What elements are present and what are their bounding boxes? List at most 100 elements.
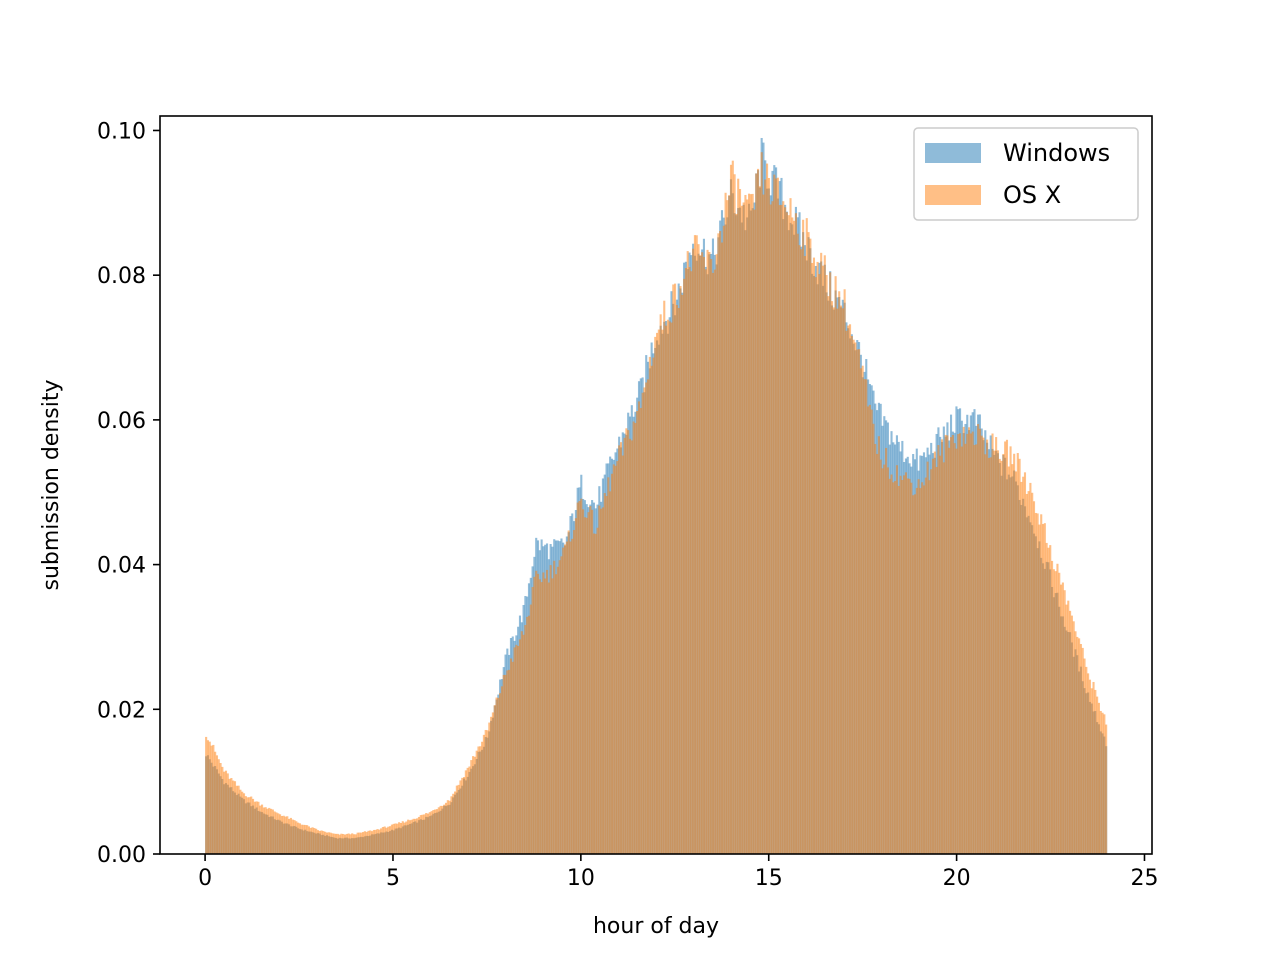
histogram-bar — [955, 448, 958, 854]
histogram-bar — [823, 255, 826, 855]
histogram-bar — [913, 494, 917, 854]
histogram-bar — [973, 445, 976, 854]
histogram-bar — [841, 308, 844, 854]
histogram-bar — [977, 424, 980, 854]
histogram-bar — [1085, 666, 1088, 854]
histogram-bar — [262, 807, 265, 854]
histogram-bar — [656, 332, 659, 854]
histogram-bar — [755, 173, 758, 855]
x-tick-label: 25 — [1130, 866, 1158, 891]
histogram-bar — [986, 439, 989, 854]
histogram-bar — [646, 379, 650, 854]
histogram-bar — [659, 314, 662, 854]
y-tick-label: 0.08 — [97, 264, 146, 289]
histogram-bar — [356, 832, 359, 854]
histogram-bar — [1099, 710, 1102, 854]
histogram-bar — [901, 479, 904, 854]
histogram-bar — [547, 582, 550, 854]
histogram-bar — [966, 433, 969, 854]
histogram-bar — [839, 305, 843, 855]
histogram-bar — [340, 833, 343, 854]
histogram-bar — [381, 827, 384, 854]
histogram-bar — [861, 365, 864, 854]
histogram-bar — [551, 578, 554, 854]
histogram-bar — [971, 431, 974, 854]
histogram-bar — [297, 822, 300, 854]
histogram-bar — [1013, 453, 1016, 854]
histogram-bar — [643, 387, 646, 854]
histogram-bar — [437, 807, 440, 854]
histogram-bar — [845, 330, 848, 854]
histogram-bar — [838, 291, 841, 854]
histogram-bar — [1029, 482, 1032, 854]
histogram-bar — [232, 780, 235, 854]
histogram-bar — [872, 423, 875, 854]
histogram-bar — [524, 625, 527, 854]
histogram-bar — [362, 832, 365, 854]
histogram-bar — [868, 404, 871, 854]
histogram-bar — [472, 756, 475, 854]
histogram-bar — [349, 834, 352, 854]
histogram-bar — [495, 697, 498, 854]
histogram-bar — [975, 444, 978, 854]
histogram-bar — [1072, 621, 1075, 854]
histogram-bars — [205, 137, 1108, 855]
histogram-bar — [327, 832, 330, 854]
histogram-bar — [782, 201, 785, 854]
histogram-bar — [948, 447, 951, 854]
legend-swatch-windows — [925, 143, 981, 163]
histogram-bar — [1103, 714, 1106, 854]
histogram-bar — [390, 824, 393, 854]
histogram-bar — [392, 823, 395, 854]
histogram-bar — [964, 443, 967, 854]
histogram-bar — [645, 382, 648, 854]
histogram-bar — [603, 493, 606, 854]
histogram-bar — [757, 168, 760, 854]
histogram-bar — [518, 639, 522, 854]
y-tick-label: 0.02 — [97, 698, 146, 723]
histogram-bar — [441, 805, 444, 854]
histogram-bar — [298, 823, 301, 854]
histogram-bar — [995, 437, 998, 854]
histogram-bar — [715, 254, 718, 854]
histogram-bar — [787, 215, 790, 854]
histogram-bar — [315, 828, 318, 854]
histogram-bar — [729, 164, 733, 854]
histogram-bar — [338, 834, 341, 854]
histogram-bar — [854, 342, 857, 854]
histogram-bar — [762, 194, 765, 854]
histogram-bar — [307, 826, 310, 854]
histogram-bar — [711, 272, 715, 854]
histogram-bar — [666, 319, 669, 855]
histogram-bar — [230, 778, 233, 854]
histogram-bar — [692, 248, 695, 854]
histogram-bar — [371, 831, 374, 854]
histogram-bar — [531, 587, 534, 854]
histogram-bar — [208, 741, 211, 854]
histogram-bar — [634, 422, 637, 854]
histogram-bar — [1011, 464, 1014, 854]
histogram-bar — [865, 379, 868, 854]
histogram-bar — [1047, 547, 1050, 854]
histogram-bar — [426, 813, 430, 854]
histogram-bar — [517, 645, 520, 854]
histogram-bar — [342, 833, 345, 854]
histogram-bar — [699, 255, 702, 855]
histogram-bar — [820, 252, 823, 854]
histogram-bar — [578, 501, 581, 854]
histogram-bar — [870, 409, 873, 854]
histogram-bar — [735, 213, 738, 854]
histogram-bar — [587, 512, 590, 854]
histogram-bar — [991, 433, 994, 854]
histogram-bar — [473, 756, 476, 854]
histogram-bar — [740, 205, 743, 854]
histogram-bar — [1088, 679, 1091, 854]
histogram-bar — [1096, 696, 1099, 854]
histogram-bar — [811, 262, 814, 854]
histogram-bar — [749, 194, 752, 854]
histogram-bar — [261, 804, 264, 854]
histogram-bar — [582, 509, 585, 854]
histogram-bar — [488, 722, 491, 854]
histogram-bar — [850, 336, 853, 854]
histogram-bar — [652, 357, 655, 854]
